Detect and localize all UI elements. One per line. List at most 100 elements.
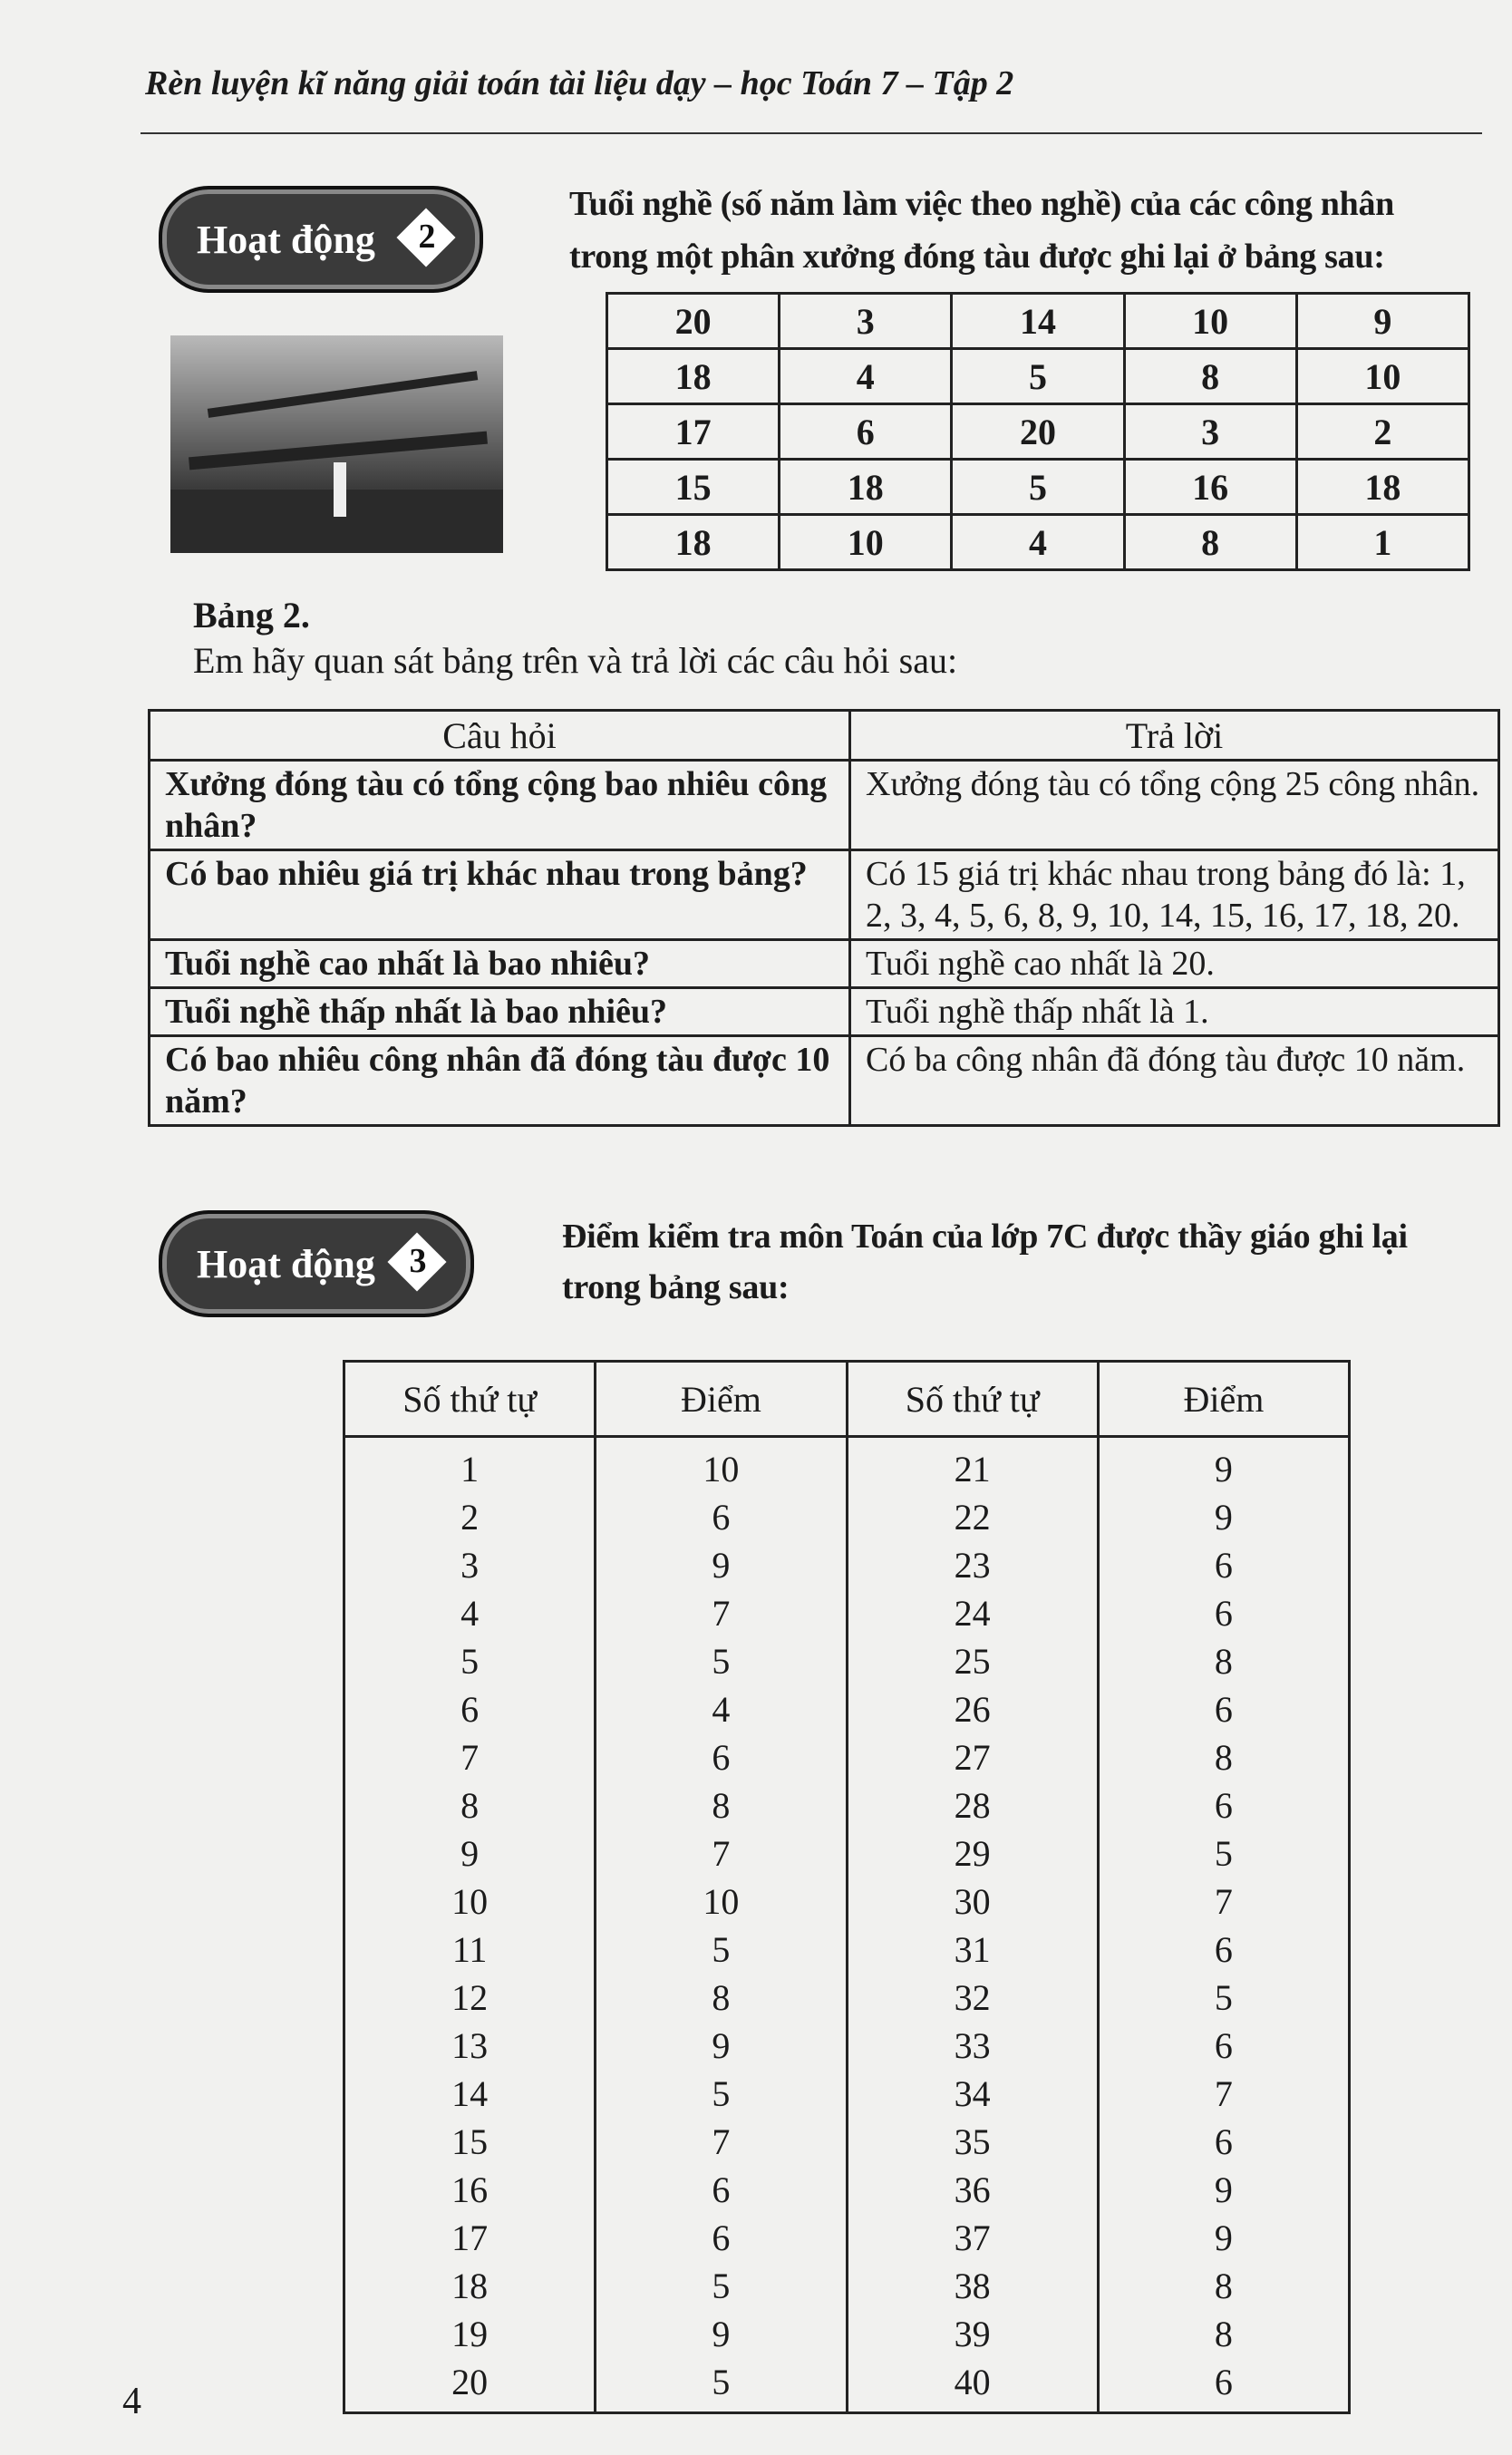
- student-number: 24: [845, 1589, 1100, 1637]
- score: 8: [1096, 1637, 1352, 1685]
- score: 5: [594, 2358, 848, 2414]
- student-number: 33: [845, 2022, 1100, 2070]
- table-cell: 8: [1122, 347, 1298, 405]
- table-row: 20 3 14 10 9: [605, 292, 1471, 350]
- student-number: 13: [342, 2022, 597, 2070]
- table-row: 20 5 40 6: [342, 2358, 1352, 2414]
- student-number: 1: [342, 1436, 597, 1493]
- table-row: Có bao nhiêu công nhân đã đóng tàu được …: [148, 1034, 1500, 1127]
- question-cell: Có bao nhiêu công nhân đã đóng tàu được …: [148, 1034, 851, 1127]
- score: 7: [594, 1829, 848, 1878]
- score: 5: [594, 2262, 848, 2310]
- answer-cell: Có 15 giá trị khác nhau trong bảng đó là…: [848, 849, 1500, 941]
- student-number: 26: [845, 1685, 1100, 1733]
- table-row: Có bao nhiêu giá trị khác nhau trong bản…: [148, 849, 1500, 941]
- table-cell: 16: [1122, 458, 1298, 516]
- badge-number: 3: [409, 1242, 427, 1280]
- instruction-text: Em hãy quan sát bảng trên và trả lời các…: [193, 640, 958, 681]
- table-cell: 10: [1122, 292, 1298, 350]
- question-cell: Tuổi nghề thấp nhất là bao nhiêu?: [148, 986, 851, 1037]
- table-cell: 5: [950, 458, 1126, 516]
- student-number: 10: [342, 1878, 597, 1926]
- table-cell: 10: [778, 513, 954, 571]
- table-row: 2 6 22 9: [342, 1493, 1352, 1541]
- table-cell: 18: [778, 458, 954, 516]
- student-number: 11: [342, 1926, 597, 1974]
- table-row: 15 7 35 6: [342, 2118, 1352, 2166]
- score: 10: [594, 1878, 848, 1926]
- score: 9: [594, 1541, 848, 1589]
- score: 8: [594, 1974, 848, 2022]
- activity-2-intro: Tuổi nghề (số năm làm việc theo nghề) củ…: [569, 178, 1394, 283]
- intro-line: Điểm kiểm tra môn Toán của lớp 7C được t…: [562, 1218, 1408, 1256]
- student-number: 39: [845, 2310, 1100, 2358]
- score: 7: [1096, 1878, 1352, 1926]
- table-row: 9 7 29 5: [342, 1829, 1352, 1878]
- student-number: 38: [845, 2262, 1100, 2310]
- score: 9: [594, 2022, 848, 2070]
- student-number: 6: [342, 1685, 597, 1733]
- student-number: 22: [845, 1493, 1100, 1541]
- question-answer-table: Câu hỏi Trả lời Xưởng đóng tàu có tổng c…: [148, 709, 1500, 1127]
- badge-label: Hoạt động: [197, 217, 375, 262]
- score: 5: [1096, 1974, 1352, 2022]
- score: 5: [594, 2070, 848, 2118]
- table-row: 17 6 37 9: [342, 2214, 1352, 2262]
- score: 8: [1096, 1733, 1352, 1781]
- student-number: 17: [342, 2214, 597, 2262]
- table-row: 19 9 39 8: [342, 2310, 1352, 2358]
- score: 9: [1096, 2166, 1352, 2214]
- score: 6: [1096, 2022, 1352, 2070]
- table-cell: 17: [605, 403, 781, 461]
- student-number: 29: [845, 1829, 1100, 1878]
- score: 6: [1096, 1685, 1352, 1733]
- student-number: 19: [342, 2310, 597, 2358]
- student-number: 37: [845, 2214, 1100, 2262]
- student-number: 40: [845, 2358, 1100, 2414]
- table-cell: 9: [1294, 292, 1471, 350]
- score: 7: [594, 2118, 848, 2166]
- student-number: 23: [845, 1541, 1100, 1589]
- score: 9: [594, 2310, 848, 2358]
- table-row: 4 7 24 6: [342, 1589, 1352, 1637]
- table-row: 18 5 38 8: [342, 2262, 1352, 2310]
- score: 10: [594, 1436, 848, 1493]
- activity-3-intro: Điểm kiểm tra môn Toán của lớp 7C được t…: [562, 1211, 1408, 1313]
- table-cell: 15: [605, 458, 781, 516]
- score: 6: [594, 2214, 848, 2262]
- score: 6: [1096, 1541, 1352, 1589]
- test-scores-table: Số thứ tự Điểm Số thứ tự Điểm 1 10 21 9 2 6 22…: [342, 1360, 1352, 2414]
- score: 8: [1096, 2310, 1352, 2358]
- score: 6: [1096, 1781, 1352, 1829]
- intro-line: trong bảng sau:: [562, 1268, 790, 1306]
- table-caption: Bảng 2.: [193, 595, 310, 636]
- table-cell: 18: [605, 513, 781, 571]
- column-header: Số thứ tự: [845, 1360, 1100, 1438]
- table-cell: 6: [778, 403, 954, 461]
- table-cell: 4: [778, 347, 954, 405]
- table-cell: 14: [950, 292, 1126, 350]
- student-number: 8: [342, 1781, 597, 1829]
- student-number: 27: [845, 1733, 1100, 1781]
- table-cell: 8: [1122, 513, 1298, 571]
- table-cell: 18: [1294, 458, 1471, 516]
- table-row: 11 5 31 6: [342, 1926, 1352, 1974]
- score: 5: [594, 1926, 848, 1974]
- student-number: 31: [845, 1926, 1100, 1974]
- table-row: 6 4 26 6: [342, 1685, 1352, 1733]
- table-row: Tuổi nghề cao nhất là bao nhiêu? Tuổi ngh…: [148, 938, 1500, 989]
- score: 5: [1096, 1829, 1352, 1878]
- diamond-icon: 3: [387, 1232, 447, 1292]
- student-number: 7: [342, 1733, 597, 1781]
- running-header: Rèn luyện kĩ năng giải toán tài liệu dạy…: [145, 64, 1014, 102]
- score: 8: [594, 1781, 848, 1829]
- column-header: Trả lời: [848, 709, 1500, 762]
- score: 8: [1096, 2262, 1352, 2310]
- table-row: 10 10 30 7: [342, 1878, 1352, 1926]
- column-header: Điểm: [1096, 1360, 1352, 1438]
- answer-cell: Xưởng đóng tàu có tổng cộng 25 công nhân…: [848, 759, 1500, 851]
- student-number: 4: [342, 1589, 597, 1637]
- answer-cell: Có ba công nhân đã đóng tàu được 10 năm.: [848, 1034, 1500, 1127]
- table-cell: 4: [950, 513, 1126, 571]
- student-number: 25: [845, 1637, 1100, 1685]
